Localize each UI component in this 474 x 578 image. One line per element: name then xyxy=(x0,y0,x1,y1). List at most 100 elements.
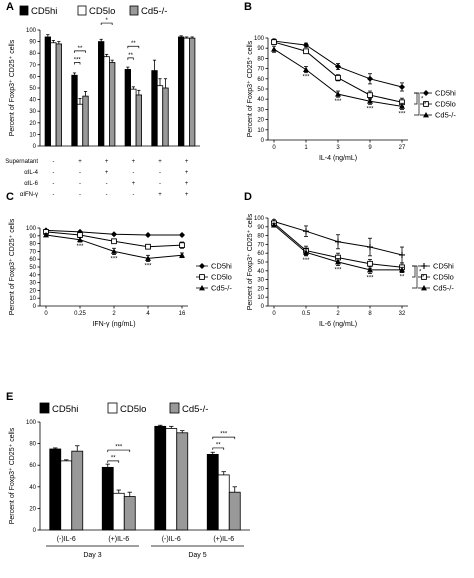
p0-bar-s0-g5 xyxy=(178,36,185,147)
p2-y-tick-label-5: 50 xyxy=(29,265,36,271)
p0-cond-r3-g1: - xyxy=(79,192,81,198)
p2-y-tick-label-3: 30 xyxy=(29,281,36,287)
p4-category-label-1: (+)IL-6 xyxy=(108,536,129,543)
p4-sig-bracket-0 xyxy=(107,460,120,463)
p0-sig-label-3: ** xyxy=(128,53,133,59)
p0-bar-s0-g1 xyxy=(71,74,78,147)
p0-bar-s2-g1 xyxy=(82,95,89,147)
p0-cond-r2-g0: - xyxy=(52,181,54,187)
p1-y-tick-label-7: 70 xyxy=(257,67,264,73)
p4-sig-bracket-3 xyxy=(212,436,236,440)
p1-annotation-2: *** xyxy=(366,106,374,112)
p2-y-tick-label-7: 70 xyxy=(29,249,36,255)
p1-bracket-0 xyxy=(414,92,418,105)
panel-label-0: A xyxy=(6,1,14,13)
p1-legend-marker-1 xyxy=(423,101,429,107)
p4-y-tick-label-2: 40 xyxy=(29,485,36,491)
p3-legend-label-1: CD5lo xyxy=(433,273,454,282)
p4-legend-swatch-0 xyxy=(39,402,50,414)
p3-point-s1-3 xyxy=(367,260,373,267)
p1-y-tick-label-0: 0 xyxy=(261,138,265,144)
p3-legend-marker-1 xyxy=(421,274,427,280)
p2-legend-marker-2 xyxy=(199,285,205,291)
p1-x-tick-label-3: 9 xyxy=(368,145,372,151)
p2-legend-label-1: CD5lo xyxy=(211,273,232,282)
p1-legend-marker-2 xyxy=(423,112,429,118)
p3-y-tick-label-7: 70 xyxy=(257,242,264,248)
p3-y-tick-label-6: 60 xyxy=(257,251,264,257)
p2-point-s1-4 xyxy=(179,242,185,249)
p1-annotation-1: *** xyxy=(334,99,342,105)
p2-annotation-1: *** xyxy=(110,257,118,263)
p0-bar-s1-g2 xyxy=(103,56,110,147)
p0-cond-r0-g5: + xyxy=(185,159,189,165)
panel-label-4: E xyxy=(6,391,13,403)
p4-err-s0-g0 xyxy=(53,447,58,449)
p2-point-s2-0 xyxy=(43,232,49,238)
p4-err-s0-g1 xyxy=(105,463,110,468)
p2-legend-marker-1 xyxy=(199,274,205,280)
p0-bar-s1-g4 xyxy=(156,85,164,147)
p0-sig-bracket-3 xyxy=(127,57,134,60)
p0-bar-s2-g4 xyxy=(162,87,169,147)
p2-y-tick-label-0: 0 xyxy=(33,304,37,310)
p4-err-s0-g2 xyxy=(158,424,163,427)
p3-bracket-label-1: * xyxy=(422,275,425,281)
p0-sig-line-3 xyxy=(127,57,134,60)
p4-sig-label-2: ** xyxy=(216,442,221,448)
p4-y-tick-label-5: 100 xyxy=(26,420,37,426)
p0-err-s1-g5 xyxy=(185,36,189,39)
p0-err-s0-g4 xyxy=(152,59,157,71)
p1-y-tick-label-4: 40 xyxy=(257,97,264,103)
p2-y-tick-label-9: 90 xyxy=(29,234,36,240)
p2-point-s1-3 xyxy=(145,243,151,250)
p3-point-s2-4 xyxy=(399,266,405,273)
p0-cond-r2-g5: + xyxy=(185,181,189,187)
p0-legend-swatch-0 xyxy=(19,5,29,16)
p2-annotation-0: *** xyxy=(76,244,84,250)
p2-legend-marker-0 xyxy=(199,263,205,269)
p4-err-s1-g1 xyxy=(116,489,121,494)
p1-legend-label-2: Cd5-/- xyxy=(435,111,456,120)
p1-point-s1-3 xyxy=(367,92,373,98)
p0-y-tick-label-7: 70 xyxy=(29,63,36,69)
p2-y-tick-label-2: 20 xyxy=(29,288,36,294)
p3-y-tick-label-3: 30 xyxy=(257,278,264,284)
p4-category-label-3: (+)IL-6 xyxy=(213,536,234,543)
p4-err-s2-g3 xyxy=(232,486,237,493)
p1-y-tick-label-2: 20 xyxy=(257,118,264,124)
p0-cond-r2-g2: - xyxy=(106,181,108,187)
p2-y-tick-label-1: 10 xyxy=(29,296,36,302)
p3-y-tick-label-8: 80 xyxy=(257,234,264,240)
p0-cond-r1-g5: + xyxy=(185,170,189,176)
p3-point-s0-3 xyxy=(367,244,373,251)
p1-point-s1-2 xyxy=(335,74,341,81)
p4-bar-s0-g3 xyxy=(206,453,219,531)
p2-xlabel: IFN-γ (ng/mL) xyxy=(92,321,135,328)
p4-bar-s2-g2 xyxy=(176,432,189,531)
p0-err-s0-g3 xyxy=(126,66,130,70)
p1-legend-marker-0 xyxy=(423,90,429,96)
p0-bar-s2-g0 xyxy=(55,43,62,147)
p0-bar-s0-g0 xyxy=(44,36,51,147)
p1-annotation-0: *** xyxy=(302,75,310,81)
p3-x-tick-label-4: 32 xyxy=(399,311,406,317)
p4-bar-s2-g1 xyxy=(123,496,136,531)
p3-y-tick-label-5: 50 xyxy=(257,260,264,266)
p0-y-tick-label-6: 60 xyxy=(29,74,36,80)
p1-point-s0-4 xyxy=(399,83,405,90)
p1-point-s2-1 xyxy=(303,66,309,73)
p1-legend-label-1: CD5lo xyxy=(435,100,456,109)
p1-y-tick-label-3: 30 xyxy=(257,107,264,113)
p3-point-s0-1 xyxy=(303,228,309,235)
p0-cond-r1-g1: - xyxy=(79,170,81,176)
p1-point-s0-2 xyxy=(335,63,341,70)
p3-legend-label-0: CD5hi xyxy=(433,262,454,271)
p0-err-s1-g4 xyxy=(158,78,162,86)
p0-bar-s1-g3 xyxy=(130,88,137,147)
p0-sig-line-1 xyxy=(74,50,86,53)
p3-point-s0-2 xyxy=(335,238,341,245)
p3-y-tick-label-10: 100 xyxy=(254,216,265,222)
p2-point-s1-2 xyxy=(111,238,117,245)
p0-cond-r3-g5: + xyxy=(185,192,189,198)
